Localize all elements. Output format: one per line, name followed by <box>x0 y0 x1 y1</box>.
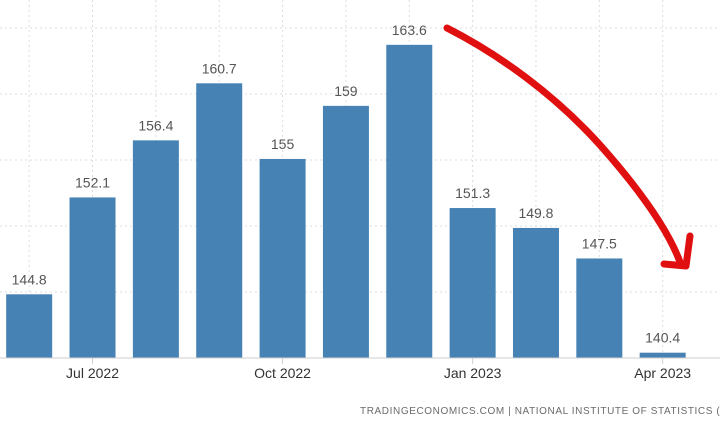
x-tick-label-apr-2023: Apr 2023 <box>634 365 691 381</box>
bar-sep-2022 <box>196 83 243 358</box>
value-label-jul-2022: 152.1 <box>75 174 110 190</box>
value-label-oct-2022: 155 <box>271 136 295 152</box>
bar-dec-2022 <box>386 44 433 358</box>
red-trend-arrow <box>443 24 684 266</box>
value-label-jan-2023: 151.3 <box>455 185 490 201</box>
bar-feb-2023 <box>512 227 559 358</box>
x-tick-label-jan-2023: Jan 2023 <box>444 365 502 381</box>
x-tick-label-jul-2022: Jul 2022 <box>66 365 119 381</box>
bar-apr-2023 <box>639 352 686 358</box>
value-label-apr-2023: 140.4 <box>645 330 680 346</box>
x-axis-ticks: Jul 2022 Oct 2022 Jan 2023 Apr 2023 <box>66 358 691 381</box>
value-label-sep-2022: 160.7 <box>202 60 237 76</box>
value-labels: 144.8 152.1 156.4 160.7 155 159 163.6 151.3 149.… <box>12 22 681 346</box>
value-label-feb-2023: 149.8 <box>518 205 553 221</box>
source-note: TRADINGECONOMICS.COM | NATIONAL INSTITUT… <box>360 406 720 417</box>
bar-aug-2022 <box>132 140 179 358</box>
value-label-dec-2022: 163.6 <box>392 22 427 38</box>
bar-nov-2022 <box>322 105 369 359</box>
bar-jan-2023 <box>449 208 496 358</box>
bar-jul-2022 <box>69 197 116 358</box>
value-label-aug-2022: 156.4 <box>138 117 173 133</box>
bar-oct-2022 <box>259 158 306 358</box>
bar-jun-2022 <box>6 294 53 358</box>
bars <box>6 44 686 359</box>
red-arrow-head <box>660 232 694 270</box>
x-tick-label-oct-2022: Oct 2022 <box>254 365 311 381</box>
value-label-mar-2023: 147.5 <box>582 235 617 251</box>
value-label-jun-2022: 144.8 <box>12 271 47 287</box>
bar-mar-2023 <box>576 258 623 358</box>
value-label-nov-2022: 159 <box>334 83 358 99</box>
